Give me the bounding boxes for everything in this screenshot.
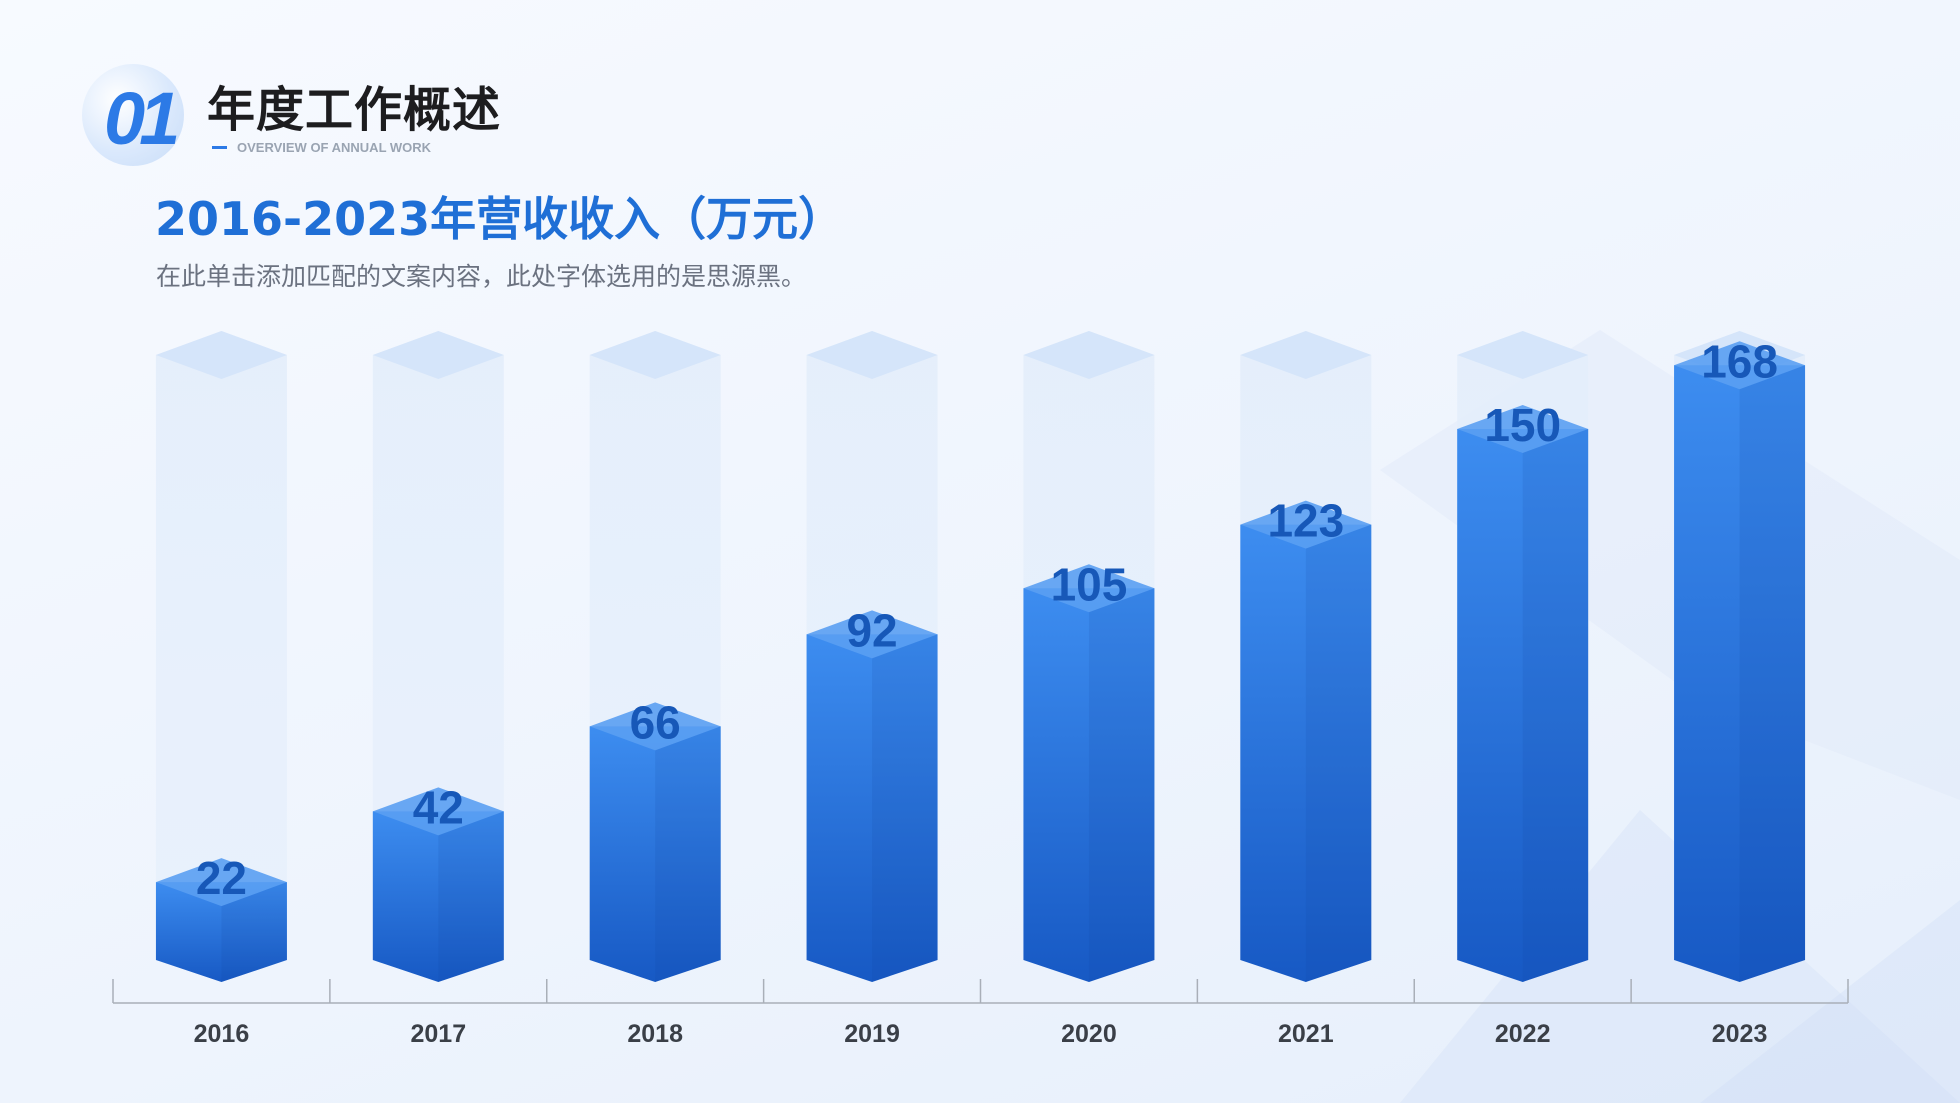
ghost-column-cap (1023, 331, 1155, 379)
ghost-column-cap (806, 331, 938, 379)
bar-2020 (1023, 588, 1155, 982)
bar-shade-2016 (221, 882, 287, 982)
bar-cap-2022 (1457, 405, 1589, 453)
bar-shade-2021 (1305, 524, 1372, 982)
x-tick-label-2019: 2019 (844, 1020, 900, 1048)
ghost-column-cap (155, 331, 287, 379)
data-label-2022: 150 (1484, 399, 1561, 451)
bar-shade-2020 (1088, 588, 1155, 982)
bar-cap-2020 (1023, 564, 1155, 613)
bar-2021 (1240, 524, 1372, 982)
section-title: 年度工作概述 (207, 82, 502, 138)
section-number: 01 (104, 77, 180, 160)
section-header: 01 年度工作概述 OVERVIEW OF ANNUAL WORK (80, 60, 640, 170)
ghost-column-cap (589, 331, 721, 379)
bar-cap-2021 (1240, 500, 1372, 549)
ghost-column-cap (1240, 331, 1372, 379)
x-tick-label-2020: 2020 (1061, 1020, 1117, 1048)
x-tick-label-2017: 2017 (411, 1020, 467, 1048)
chart-description: 在此单击添加匹配的文案内容，此处字体选用的是思源黑。 (156, 262, 807, 291)
data-label-2016: 22 (196, 852, 247, 904)
ghost-column-cap (372, 331, 504, 379)
bar-cap-2018 (589, 702, 721, 751)
section-number-badge (82, 64, 184, 166)
bar-2023 (1674, 365, 1806, 982)
bar-shade-2018 (655, 726, 721, 982)
data-label-2021: 123 (1267, 495, 1344, 547)
bar-cap-2023 (1674, 341, 1806, 390)
subtitle-dash (212, 146, 227, 149)
x-tick-label-2016: 2016 (194, 1020, 250, 1048)
x-tick-label-2022: 2022 (1495, 1020, 1551, 1048)
bar-2018 (589, 726, 721, 982)
bar-2022 (1457, 429, 1589, 982)
bar-shade-2019 (872, 634, 938, 982)
data-label-2018: 66 (630, 696, 681, 748)
data-label-2017: 42 (413, 781, 464, 833)
x-tick-label-2021: 2021 (1278, 1020, 1334, 1048)
x-tick-label-2023: 2023 (1712, 1020, 1768, 1048)
ghost-column-cap (1457, 331, 1589, 379)
bar-shade-2023 (1739, 365, 1806, 982)
bar-shade-2017 (438, 811, 504, 982)
bar-cap-2017 (372, 787, 504, 836)
section-subtitle: OVERVIEW OF ANNUAL WORK (237, 140, 432, 155)
data-label-2023: 168 (1701, 335, 1778, 387)
chart-title: 2016-2023年营收收入（万元） (155, 192, 845, 246)
bar-cap-2019 (806, 610, 938, 659)
bar-cap-2016 (155, 858, 287, 907)
bar-2017 (372, 811, 504, 982)
data-label-2020: 105 (1051, 558, 1128, 610)
bar-2016 (155, 882, 287, 982)
bar-2019 (806, 634, 938, 982)
bar-shade-2022 (1522, 429, 1589, 982)
x-tick-label-2018: 2018 (627, 1020, 683, 1048)
data-label-2019: 92 (846, 604, 897, 656)
ghost-column (155, 331, 287, 960)
